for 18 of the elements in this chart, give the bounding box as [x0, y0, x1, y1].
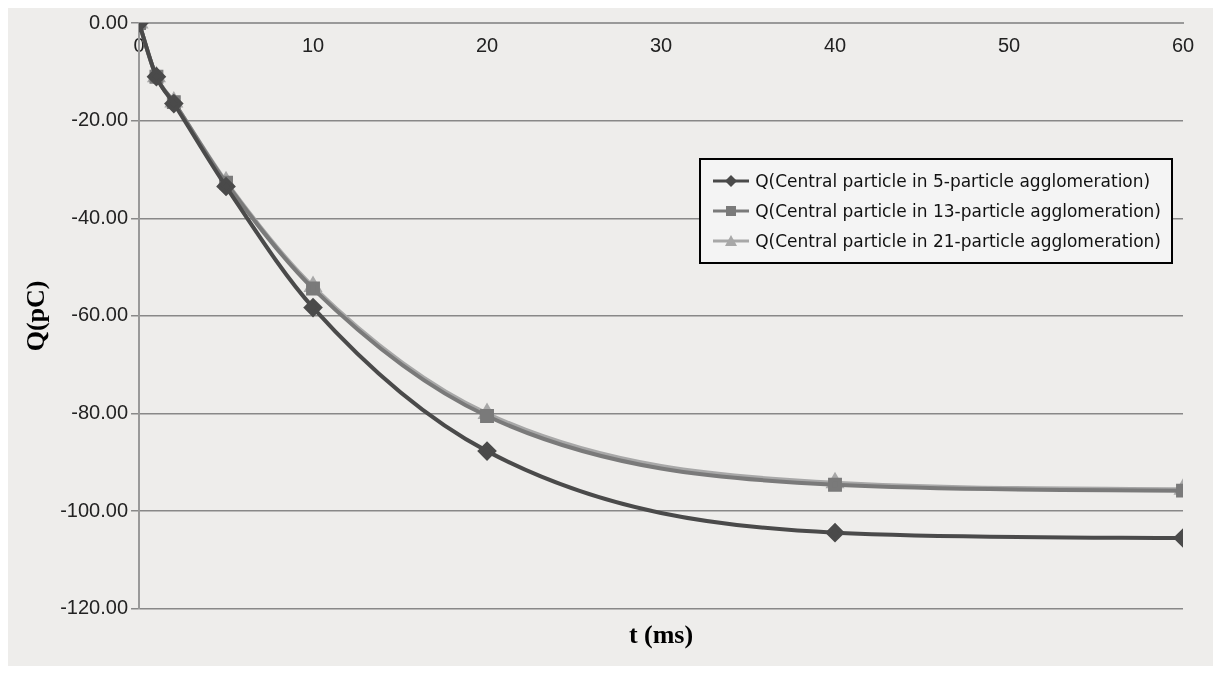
x-tick-label: 30 — [649, 33, 673, 56]
y-tick-label: -80.00 — [71, 401, 129, 424]
x-tick-label: 10 — [301, 33, 325, 56]
y-tick-label: -60.00 — [71, 303, 129, 326]
y-tick-label: -20.00 — [71, 108, 129, 131]
x-tick-label: 20 — [475, 33, 499, 56]
y-tick-label: 0.00 — [89, 10, 129, 33]
y-tick-label: -120.00 — [60, 596, 129, 619]
y-axis-title: Q(pC) — [21, 280, 51, 352]
x-axis-title: t (ms) — [628, 620, 694, 650]
x-tick-label: 60 — [1171, 33, 1195, 56]
y-tick-label: -100.00 — [60, 498, 129, 521]
x-tick-label: 40 — [823, 33, 847, 56]
legend-label: Q(Central particle in 5-particle agglomeration) — [755, 170, 1151, 193]
legend-label: Q(Central particle in 13-particle agglomeration) — [755, 200, 1161, 223]
y-tick-label: -40.00 — [71, 205, 129, 228]
x-tick-label: 50 — [997, 33, 1021, 56]
legend-label: Q(Central particle in 21-particle agglomeration) — [755, 230, 1161, 253]
